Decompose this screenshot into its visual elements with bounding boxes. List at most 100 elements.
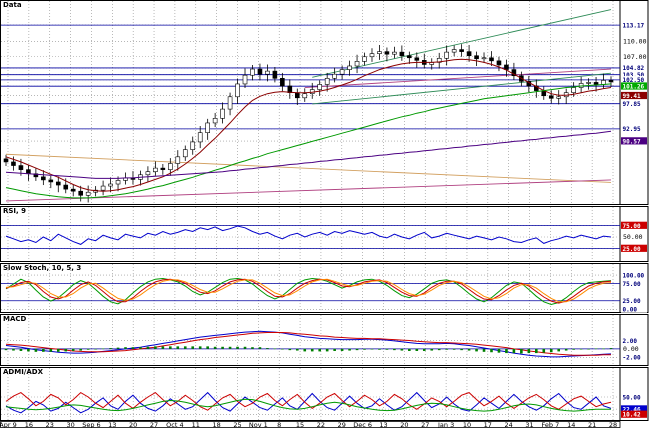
panel-macd: MACD2.000.00-2.002.00-2.00 — [0, 314, 649, 366]
x-tick-label: 16 — [25, 421, 33, 428]
y-tick-label: 110.00 — [623, 38, 647, 46]
histogram-bar — [27, 348, 30, 352]
series-line-2 — [5, 391, 612, 411]
histogram-bar — [221, 346, 224, 349]
y-tick-label: 0.00 — [623, 345, 639, 353]
histogram-bar — [549, 348, 553, 353]
candle-body — [332, 73, 337, 79]
histogram-bar — [587, 348, 590, 350]
histogram-bar — [198, 346, 202, 349]
x-tick-label: 22 — [317, 421, 325, 428]
candle-body — [265, 70, 270, 75]
candle-body — [369, 53, 375, 58]
histogram-bar — [609, 348, 613, 349]
candle-body — [459, 49, 464, 52]
x-tick-label: 28 — [609, 421, 617, 428]
candle-body — [3, 158, 9, 163]
candle-body — [145, 171, 151, 176]
histogram-bar — [213, 346, 217, 349]
candle-body — [41, 176, 46, 181]
value-tag-box — [621, 82, 647, 90]
histogram-bar — [176, 346, 180, 349]
candle-body — [451, 49, 457, 53]
value-tag-label: 75.00 — [623, 223, 641, 230]
candle-body — [212, 118, 218, 124]
candle-body — [601, 80, 606, 85]
candle-body — [280, 78, 285, 87]
candle-body — [160, 167, 166, 170]
candle-body — [474, 55, 479, 60]
candle-body — [504, 64, 509, 70]
y-tick-label: 50.00 — [623, 233, 643, 241]
value-tag-box — [621, 271, 647, 279]
trendline — [312, 9, 612, 78]
candle-body — [205, 122, 210, 133]
x-tick-label: Oct 4 — [166, 421, 183, 428]
x-tick-label: 20 — [129, 421, 137, 428]
x-tick-label: 24 — [505, 421, 513, 428]
value-tag-box — [621, 336, 647, 344]
series-line-1 — [5, 277, 612, 306]
histogram-bar — [355, 348, 359, 351]
histogram-bar — [124, 347, 127, 349]
y-tick-label: 107.00 — [623, 53, 647, 61]
x-tick-label: Feb 7 — [542, 421, 560, 428]
histogram-bar — [325, 348, 329, 352]
candle-body — [168, 163, 173, 170]
candle-body — [399, 51, 405, 57]
x-tick-label: 15 — [296, 421, 304, 428]
histogram-bar — [161, 346, 165, 349]
histogram-bar — [527, 348, 531, 354]
candle-body — [414, 57, 420, 61]
value-tag-label: 50.00 — [623, 394, 641, 401]
value-tag-label: 101.26 — [623, 84, 645, 91]
candle-body — [444, 51, 449, 59]
value-tag-label: 97.85 — [623, 101, 641, 108]
candle-body — [302, 93, 308, 99]
candle-body — [496, 60, 502, 66]
value-tag-label: 99.41 — [623, 93, 641, 100]
series-line-1 — [5, 225, 612, 245]
x-tick-label: 31 — [525, 421, 533, 428]
x-tick-label: 13 — [108, 421, 116, 428]
value-tag-box — [621, 405, 647, 413]
histogram-bar — [363, 348, 366, 350]
histogram-bar — [385, 348, 389, 350]
candle-body — [182, 149, 188, 158]
histogram-bar — [116, 347, 120, 349]
histogram-bar — [467, 348, 471, 351]
candle-body — [242, 74, 248, 85]
histogram-bar — [415, 348, 419, 351]
value-tag-label: 104.82 — [623, 65, 645, 72]
axis-frame — [619, 0, 649, 205]
histogram-bar — [535, 348, 538, 354]
histogram-bar — [348, 348, 351, 351]
histogram-bar — [490, 348, 493, 353]
candle-body — [197, 132, 203, 143]
panel-price: Data 113.17 110.00 107.00 104.82103.50102.50… — [0, 0, 649, 205]
series-line-1 — [5, 330, 612, 358]
histogram-bar — [542, 348, 546, 353]
candle-body — [362, 56, 367, 62]
candle-body — [586, 82, 591, 84]
x-tick-label: 30 — [66, 421, 74, 428]
value-tag-label: 22.46 — [623, 406, 641, 413]
histogram-bar — [94, 348, 97, 350]
candle-body — [175, 156, 181, 164]
x-tick-label: 18 — [212, 421, 220, 428]
value-tag-box — [621, 244, 647, 252]
x-tick-label: 14 — [567, 421, 575, 428]
candle-body — [324, 78, 330, 85]
value-tag-box — [621, 393, 647, 401]
histogram-bar — [49, 348, 53, 352]
candle-body — [294, 92, 300, 99]
histogram-bar — [378, 348, 381, 350]
trendline — [312, 72, 612, 105]
histogram-bar — [512, 348, 516, 354]
candle-body — [257, 68, 263, 75]
x-tick-label: 27 — [150, 421, 158, 428]
histogram-bar — [460, 348, 463, 351]
histogram-bar — [430, 348, 434, 351]
histogram-bar — [445, 348, 448, 350]
